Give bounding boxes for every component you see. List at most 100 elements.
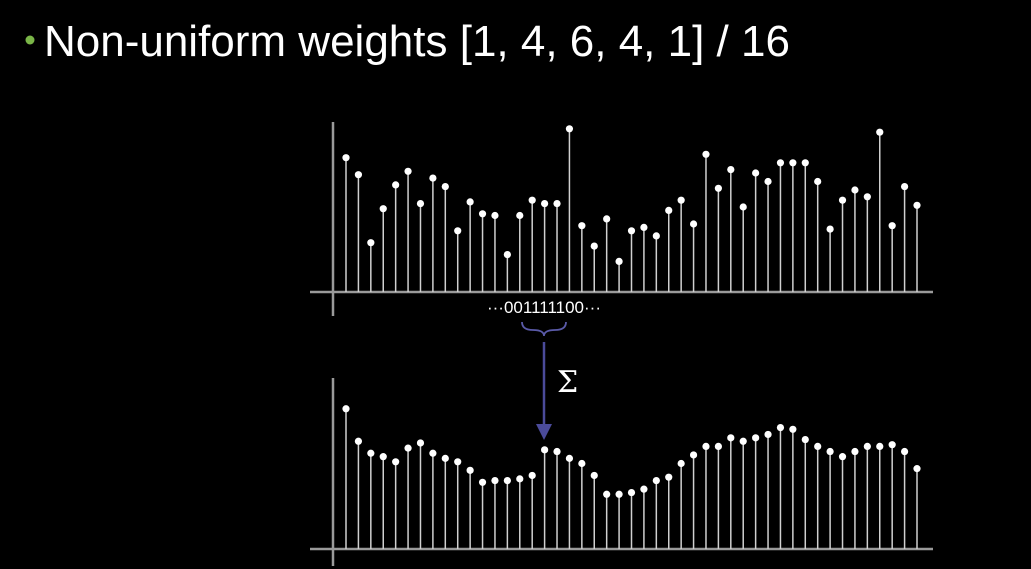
stem-dot: [454, 227, 462, 235]
stem-dot: [416, 200, 425, 208]
stem-dot: [752, 434, 760, 442]
stem-dot: [590, 471, 598, 480]
stem-dot: [466, 466, 474, 474]
stem-dot: [615, 490, 623, 498]
stem-dot: [429, 174, 437, 182]
stem-dot: [565, 125, 574, 133]
stem-dot: [776, 159, 785, 167]
stem-dot: [392, 181, 400, 189]
stem-dot: [876, 128, 884, 136]
stem-dot: [814, 177, 822, 186]
stem-dot: [528, 471, 536, 480]
stem-dot: [876, 442, 884, 450]
stem-dot: [590, 242, 598, 250]
stem-dot: [888, 441, 896, 449]
stem-dot: [392, 458, 400, 466]
stem-dot: [652, 477, 660, 485]
stem-dot: [826, 447, 834, 456]
stem-dot: [739, 437, 747, 445]
stem-dot: [553, 447, 561, 456]
stem-dot: [367, 449, 375, 457]
stem-dot: [627, 488, 636, 497]
stem-dot: [863, 193, 871, 201]
stem-dot: [541, 200, 549, 208]
stem-dot: [627, 227, 636, 235]
stem-dot: [727, 166, 735, 174]
stem-dot: [714, 442, 722, 450]
stem-dot: [342, 154, 350, 162]
stem-dot: [677, 459, 685, 468]
stem-dot: [615, 257, 623, 265]
stem-dot: [801, 159, 809, 167]
stem-dot: [764, 177, 772, 186]
stem-dot: [565, 454, 574, 462]
stem-dot: [478, 210, 487, 218]
stem-dot: [913, 465, 921, 473]
stem-dot: [851, 186, 859, 194]
stem-dot: [888, 222, 896, 230]
brace: [521, 321, 567, 337]
stem-dot: [491, 211, 499, 220]
stem-dot: [739, 203, 747, 211]
stem-dot: [516, 211, 524, 220]
stem-dot: [652, 232, 660, 240]
stem-dot: [603, 215, 611, 223]
stem-dot: [342, 405, 350, 413]
stem-dot: [404, 444, 412, 452]
stem-dot: [429, 449, 437, 457]
stem-dot: [789, 159, 797, 167]
stem-dot: [541, 446, 549, 454]
stem-dot: [466, 198, 474, 206]
stem-dot: [491, 477, 499, 485]
stem-dot: [379, 453, 387, 461]
stem-dot: [863, 442, 871, 450]
stem-dot: [665, 473, 673, 481]
stem-dot: [441, 454, 449, 462]
bullet: [25, 35, 35, 45]
stem-dot: [913, 201, 921, 209]
stem-dot: [478, 478, 487, 486]
stem-dot: [900, 447, 909, 456]
stem-dot: [714, 184, 722, 192]
kernel-label: ···001111100···: [487, 298, 601, 317]
stem-dot: [900, 183, 909, 191]
stem-dot: [454, 458, 462, 466]
stem-dot: [553, 200, 561, 208]
stem-dot: [441, 183, 449, 191]
stem-dot: [727, 434, 735, 442]
stem-dot: [826, 225, 834, 233]
stem-dot: [851, 447, 859, 456]
stem-dot: [689, 220, 698, 228]
stem-dot: [640, 485, 648, 493]
stem-dot: [838, 196, 847, 204]
stem-dot: [665, 206, 673, 214]
stem-dot: [516, 475, 524, 483]
stem-dot: [503, 251, 511, 259]
sum-symbol: Σ: [557, 365, 578, 400]
stem-dot: [404, 167, 412, 175]
stem-dot: [702, 442, 710, 450]
stem-dot: [416, 439, 425, 447]
stem-dot: [702, 150, 710, 158]
stem-dot: [379, 205, 387, 213]
stem-dot: [603, 490, 611, 498]
stem-dot: [752, 169, 760, 177]
stem-dot: [354, 437, 363, 445]
stem-dot: [789, 425, 797, 433]
stem-dot: [367, 239, 375, 247]
stem-dot: [801, 435, 809, 444]
slide-title: Non-uniform weights [1, 4, 6, 4, 1] / 16: [44, 17, 790, 66]
stem-dot: [677, 196, 685, 204]
stem-dot: [776, 423, 785, 432]
stem-dot: [503, 477, 511, 485]
stem-dot: [764, 430, 772, 439]
stem-dot: [640, 223, 648, 231]
stem-dot: [578, 459, 586, 468]
arrow-head: [536, 424, 552, 440]
stem-dot: [354, 171, 363, 179]
stem-dot: [814, 442, 822, 450]
stem-dot: [528, 196, 536, 204]
stem-dot: [838, 453, 847, 461]
